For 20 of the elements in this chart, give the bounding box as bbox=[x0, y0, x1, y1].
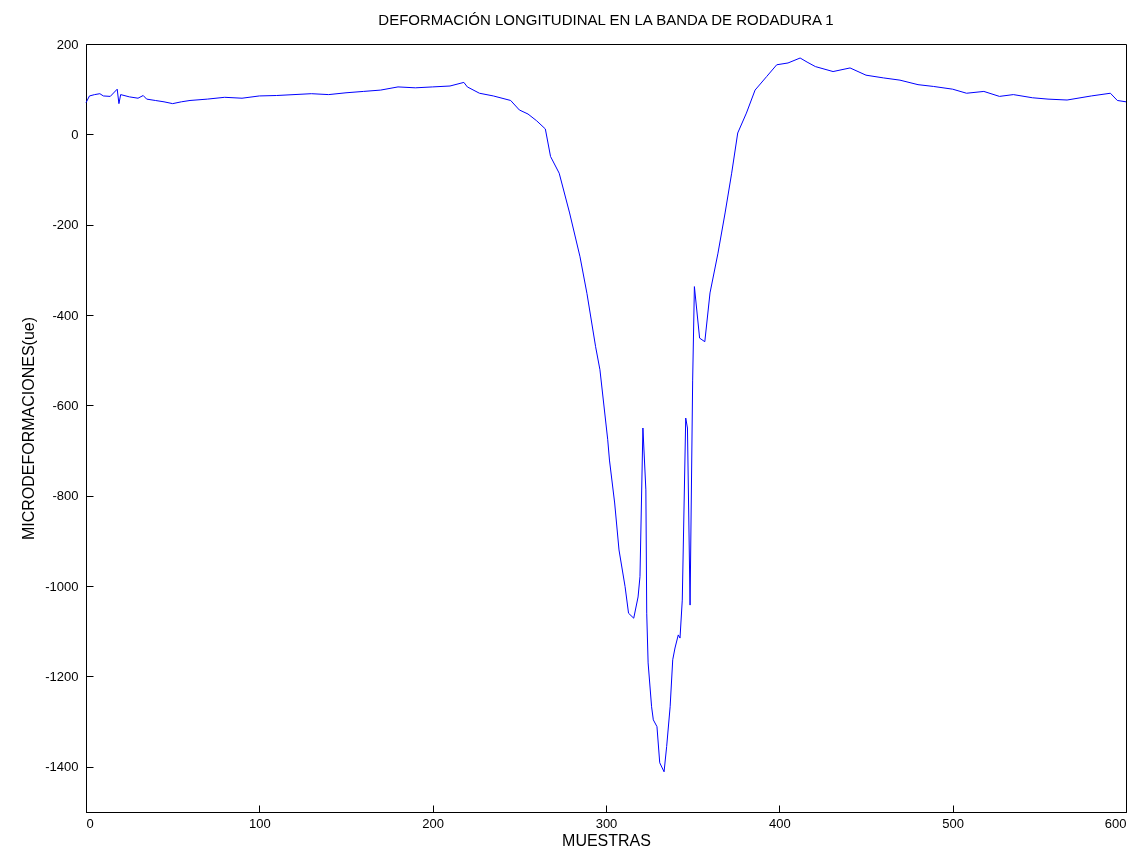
x-axis-title: MUESTRAS bbox=[562, 831, 651, 849]
y-tick-label: 200 bbox=[56, 36, 79, 52]
y-tick-label: -200 bbox=[52, 217, 79, 233]
y-axis-title: MICRODEFORMACIONES(ue) bbox=[20, 316, 38, 541]
y-tick-label: -1200 bbox=[45, 668, 79, 684]
y-tick-label: 0 bbox=[71, 126, 79, 142]
x-tick-label: 600 bbox=[1104, 815, 1127, 831]
y-tick-label: -400 bbox=[52, 307, 79, 323]
y-tick-label: -1400 bbox=[45, 759, 79, 775]
y-tick-label: -800 bbox=[52, 488, 79, 504]
chart-title: DEFORMACIÓN LONGITUDINAL EN LA BANDA DE RODADURA 1 bbox=[378, 11, 834, 28]
x-tick-label: 200 bbox=[422, 815, 445, 831]
x-tick-label: 0 bbox=[86, 815, 94, 831]
x-tick-label: 300 bbox=[595, 815, 618, 831]
x-tick-label: 100 bbox=[248, 815, 271, 831]
line-series bbox=[85, 57, 1127, 773]
y-tick-label: -600 bbox=[52, 397, 79, 413]
x-tick-label: 500 bbox=[942, 815, 965, 831]
y-tick-label: -1000 bbox=[45, 578, 79, 594]
x-tick-label: 400 bbox=[768, 815, 791, 831]
